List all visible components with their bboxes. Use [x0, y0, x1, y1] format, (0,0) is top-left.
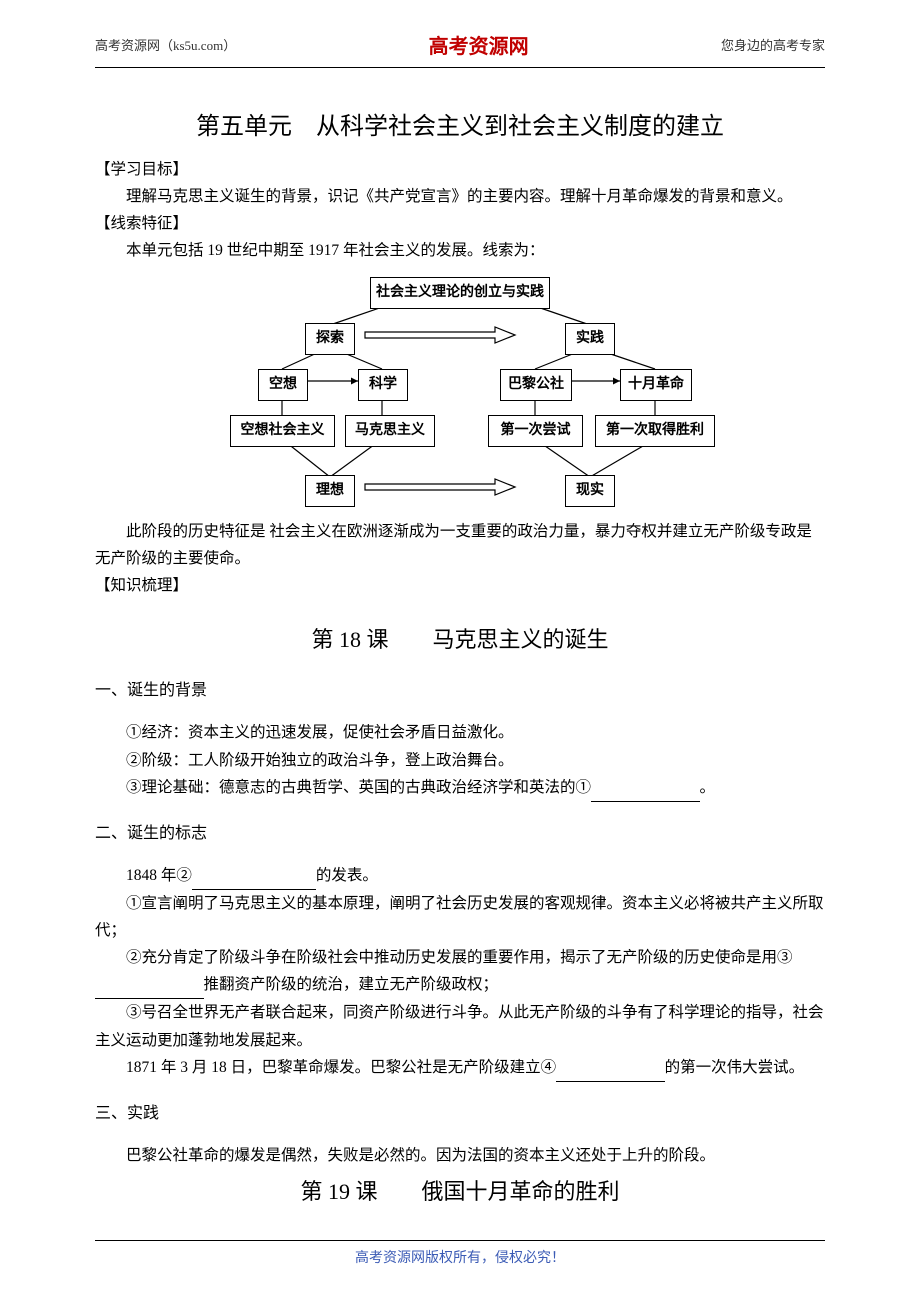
clues-label: 【线索特征】 [95, 210, 825, 237]
diagram-box-reality: 现实 [565, 475, 615, 508]
s3-p: 巴黎公社革命的爆发是偶然，失败是必然的。因为法国的资本主义还处于上升的阶段。 [95, 1142, 825, 1169]
diagram-box-ideal: 理想 [305, 475, 355, 508]
knowledge-label: 【知识梳理】 [95, 572, 825, 599]
s1-line-2: ②阶级：工人阶级开始独立的政治斗争，登上政治舞台。 [95, 747, 825, 774]
diagram-box-utopia: 空想 [258, 369, 308, 402]
s2-p2-pre: ②充分肯定了阶级斗争在阶级社会中推动历史发展的重要作用，揭示了无产阶级的历史使命… [126, 949, 793, 966]
header-center-logo-text: 高考资源网 [429, 30, 529, 59]
diagram-box-explore: 探索 [305, 323, 355, 356]
concept-diagram: 社会主义理论的创立与实践 探索 实践 空想 科学 巴黎公社 十月革命 空想社会主… [95, 277, 825, 512]
goals-text: 理解马克思主义诞生的背景，识记《共产党宣言》的主要内容。理解十月革命爆发的背景和… [95, 183, 825, 210]
s2-line-1: 1848 年② 的发表。 [95, 862, 825, 890]
s2-p4: 1871 年 3 月 18 日，巴黎革命爆发。巴黎公社是无产阶级建立④ 的第一次… [95, 1054, 825, 1082]
diagram-box-marxism: 马克思主义 [345, 415, 435, 448]
section-3-heading: 三、实践 [95, 1100, 825, 1128]
diagram-box-paris: 巴黎公社 [500, 369, 572, 402]
header-right-text: 您身边的高考专家 [721, 35, 825, 54]
s1-line-3: ③理论基础：德意志的古典哲学、英国的古典政治经济学和英法的① 。 [95, 774, 825, 802]
diagram-box-top: 社会主义理论的创立与实践 [370, 277, 550, 310]
lesson-18-title: 第 18 课 马克思主义的诞生 [95, 621, 825, 660]
lesson-19-title: 第 19 课 俄国十月革命的胜利 [95, 1173, 825, 1212]
s1-line-3-post: 。 [700, 779, 716, 796]
blank-3 [95, 971, 204, 999]
unit-title: 第五单元 从科学社会主义到社会主义制度的建立 [95, 106, 825, 148]
s2-p4-pre: 1871 年 3 月 18 日，巴黎革命爆发。巴黎公社是无产阶级建立④ [126, 1059, 556, 1076]
diagram-box-science: 科学 [358, 369, 408, 402]
document-body: 第五单元 从科学社会主义到社会主义制度的建立 【学习目标】 理解马克思主义诞生的… [0, 68, 920, 1211]
s1-line-3-pre: ③理论基础：德意志的古典哲学、英国的古典政治经济学和英法的① [126, 779, 591, 796]
header-left-text: 高考资源网（ks5u.com） [95, 35, 236, 54]
diagram-box-practice: 实践 [565, 323, 615, 356]
diagram-box-october: 十月革命 [620, 369, 692, 402]
page-footer: 高考资源网版权所有，侵权必究！ [95, 1240, 825, 1267]
s2-l1-pre: 1848 年② [126, 867, 192, 884]
diagram-box-first-try: 第一次尝试 [488, 415, 583, 448]
s2-p4-post: 的第一次伟大尝试。 [665, 1059, 805, 1076]
goals-label: 【学习目标】 [95, 156, 825, 183]
feature-text: 此阶段的历史特征是 社会主义在欧洲逐渐成为一支重要的政治力量，暴力夺权并建立无产… [95, 518, 825, 572]
diagram-box-first-victory: 第一次取得胜利 [595, 415, 715, 448]
s2-l1-post: 的发表。 [316, 867, 378, 884]
s2-p2-post: 推翻资产阶级的统治，建立无产阶级政权； [204, 976, 499, 993]
s2-p2: ②充分肯定了阶级斗争在阶级社会中推动历史发展的重要作用，揭示了无产阶级的历史使命… [95, 944, 825, 999]
section-1-heading: 一、诞生的背景 [95, 677, 825, 705]
clues-text: 本单元包括 19 世纪中期至 1917 年社会主义的发展。线索为： [95, 237, 825, 264]
blank-4 [556, 1054, 665, 1082]
diagram-box-utopian-socialism: 空想社会主义 [230, 415, 335, 448]
s1-line-1: ①经济：资本主义的迅速发展，促使社会矛盾日益激化。 [95, 719, 825, 746]
blank-2 [192, 862, 316, 890]
blank-1 [591, 774, 700, 802]
page-header: 高考资源网（ks5u.com） 高考资源网 您身边的高考专家 [95, 0, 825, 68]
section-2-heading: 二、诞生的标志 [95, 820, 825, 848]
s2-p3: ③号召全世界无产者联合起来，同资产阶级进行斗争。从此无产阶级的斗争有了科学理论的… [95, 999, 825, 1053]
s2-p1: ①宣言阐明了马克思主义的基本原理，阐明了社会历史发展的客观规律。资本主义必将被共… [95, 890, 825, 944]
